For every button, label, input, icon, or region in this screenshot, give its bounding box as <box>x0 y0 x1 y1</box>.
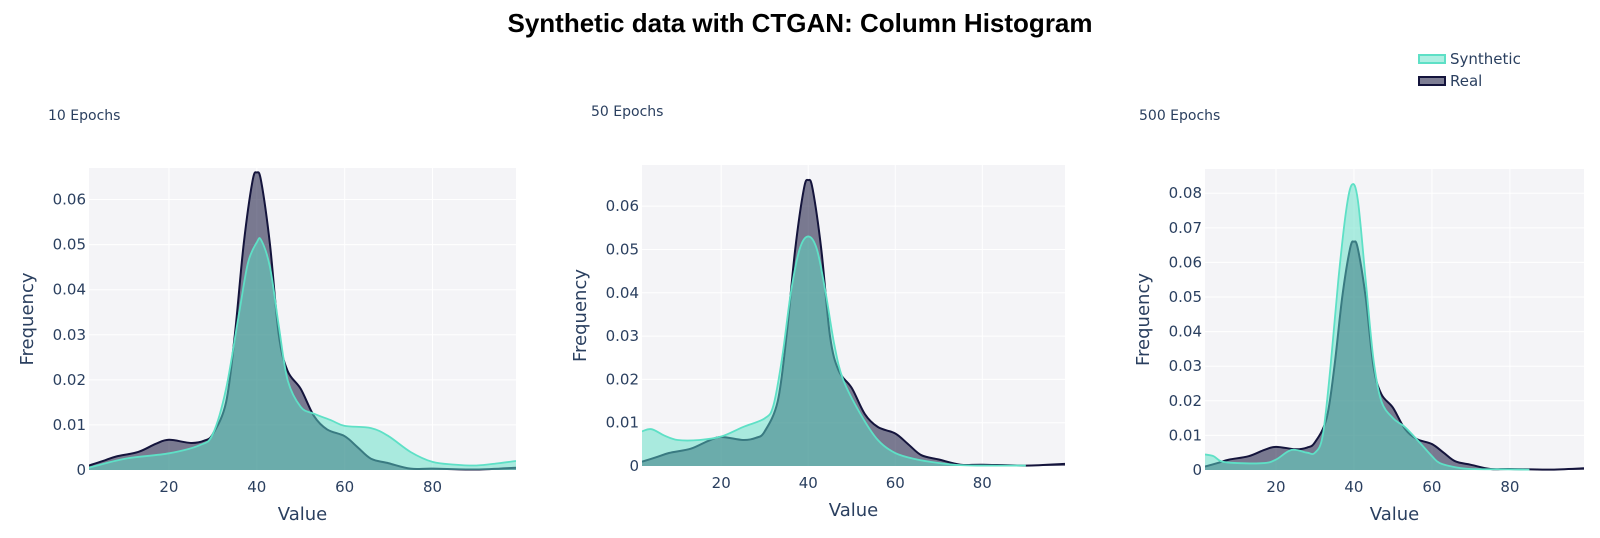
legend-label-real: Real <box>1450 72 1483 90</box>
y-tick-label: 0.01 <box>606 414 639 432</box>
y-axis-label: Frequency <box>17 272 38 365</box>
subplot-3: 20 40 60 80 0 0.01 0.02 0.03 0.04 0.05 0.06 0.07 0.0… <box>1133 169 1584 525</box>
y-tick-label: 0.01 <box>53 416 86 434</box>
synthetic-area <box>1205 184 1530 471</box>
subplot-title-1: 10 Epochs <box>48 108 121 124</box>
subplot-2: 20 40 60 80 0 0.01 0.02 0.03 0.04 0.05 0.06 Value Fr… <box>570 165 1065 521</box>
x-tick-label: 20 <box>159 478 178 496</box>
x-tick-label: 40 <box>799 474 818 492</box>
synthetic-line <box>89 237 516 469</box>
x-tick-label: 80 <box>973 474 992 492</box>
legend-swatch-real <box>1418 76 1446 86</box>
x-tick-label: 40 <box>247 478 266 496</box>
x-tick-label: 60 <box>886 474 905 492</box>
synthetic-line <box>1205 183 1530 471</box>
x-tick-label: 20 <box>712 474 731 492</box>
y-tick-label: 0.07 <box>1169 219 1202 237</box>
x-axis-label: Value <box>1370 504 1419 525</box>
subplot-title-2: 50 Epochs <box>591 104 664 120</box>
y-tick-label: 0 <box>76 461 86 479</box>
x-tick-label: 20 <box>1266 478 1285 496</box>
y-tick-label: 0.05 <box>53 236 86 254</box>
y-axis-label: Frequency <box>570 269 591 362</box>
y-tick-label: 0.05 <box>1169 288 1202 306</box>
y-tick-label: 0 <box>1192 461 1202 479</box>
synthetic-line <box>642 235 1026 467</box>
legend: Synthetic Real <box>1418 48 1521 92</box>
y-tick-label: 0.06 <box>606 197 639 215</box>
x-tick-label: 80 <box>423 478 442 496</box>
y-tick-label: 0.02 <box>1169 392 1202 410</box>
y-tick-label: 0.04 <box>1169 323 1202 341</box>
legend-label-synthetic: Synthetic <box>1450 50 1521 68</box>
y-tick-label: 0 <box>629 457 639 475</box>
x-tick-label: 80 <box>1500 478 1519 496</box>
synthetic-area <box>642 236 1026 466</box>
y-tick-label: 0.03 <box>53 326 86 344</box>
x-axis-label: Value <box>829 500 878 521</box>
y-tick-label: 0.04 <box>606 284 639 302</box>
y-tick-label: 0.04 <box>53 281 86 299</box>
subplot-title-3: 500 Epochs <box>1139 108 1221 124</box>
y-tick-label: 0.02 <box>606 370 639 388</box>
legend-item-real[interactable]: Real <box>1418 70 1521 92</box>
y-tick-label: 0.06 <box>53 191 86 209</box>
x-tick-label: 60 <box>335 478 354 496</box>
chart-title: Synthetic data with CTGAN: Column Histog… <box>507 8 1093 38</box>
x-tick-label: 60 <box>1422 478 1441 496</box>
legend-item-synthetic[interactable]: Synthetic <box>1418 48 1521 70</box>
y-tick-label: 0.02 <box>53 371 86 389</box>
y-tick-label: 0.01 <box>1169 426 1202 444</box>
y-axis-label: Frequency <box>1133 273 1154 366</box>
synthetic-area <box>89 238 516 470</box>
y-tick-label: 0.06 <box>1169 253 1202 271</box>
x-axis-label: Value <box>278 504 327 525</box>
y-tick-label: 0.03 <box>1169 357 1202 375</box>
y-tick-label: 0.05 <box>606 240 639 258</box>
legend-swatch-synthetic <box>1418 54 1446 64</box>
x-tick-label: 40 <box>1344 478 1363 496</box>
y-tick-label: 0.08 <box>1169 184 1202 202</box>
y-tick-label: 0.03 <box>606 327 639 345</box>
subplot-1: 20 40 60 80 0 0.01 0.02 0.03 0.04 0.05 0.06 Value Fr… <box>17 168 516 525</box>
